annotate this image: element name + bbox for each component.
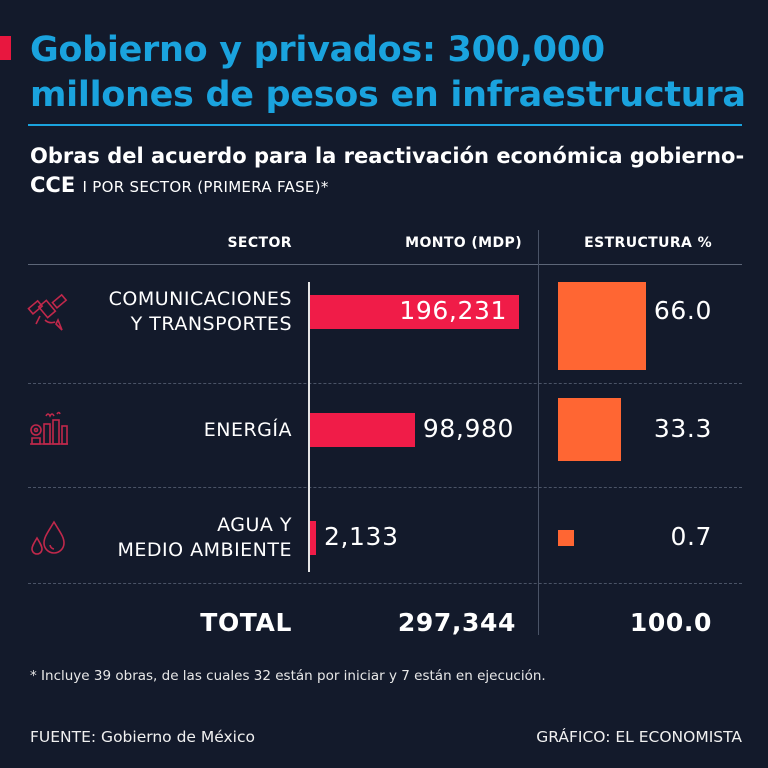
column-header-sector: SECTOR <box>227 235 292 251</box>
sector-label: COMUNICACIONES Y TRANSPORTES <box>109 287 292 337</box>
chart-subtitle: Obras del acuerdo para la reactivación e… <box>30 142 750 202</box>
sector-label-line: MEDIO AMBIENTE <box>117 539 292 561</box>
column-header-estructura: ESTRUCTURA % <box>584 235 712 251</box>
subtitle-main: Obras del acuerdo para la reactivación e… <box>30 144 745 197</box>
monto-value-label: 98,980 <box>422 414 514 443</box>
total-monto: 297,344 <box>397 608 516 637</box>
column-header-monto: MONTO (MDP) <box>405 235 522 251</box>
sector-label: ENERGÍA <box>204 418 292 443</box>
estructura-square <box>558 282 646 370</box>
monto-bar <box>309 521 316 555</box>
monto-value-label: 2,133 <box>324 522 399 551</box>
bar-axis <box>308 282 310 572</box>
sector-label-line: COMUNICACIONES <box>108 288 292 310</box>
sector-label-line: ENERGÍA <box>203 418 292 441</box>
total-estructura: 100.0 <box>629 608 712 637</box>
sector-label-line: AGUA Y <box>217 514 292 536</box>
sector-label: AGUA Y MEDIO AMBIENTE <box>118 513 292 563</box>
footnote: * Incluye 39 obras, de las cuales 32 est… <box>30 668 546 684</box>
estructura-value-label: 66.0 <box>653 296 712 325</box>
column-separator <box>538 230 539 635</box>
row-divider <box>28 487 742 488</box>
satellite-icon <box>26 290 70 334</box>
row-divider <box>28 583 742 584</box>
title-accent-bar <box>0 36 11 60</box>
monto-bar <box>309 295 519 329</box>
row-divider <box>28 383 742 384</box>
monto-value-label: 196,231 <box>399 296 507 325</box>
estructura-value-label: 33.3 <box>653 414 712 443</box>
monto-bar <box>309 413 415 447</box>
title-rule <box>28 124 742 126</box>
energy-plant-icon <box>26 408 70 452</box>
chart-title: Gobierno y privados: 300,000 millones de… <box>30 30 746 115</box>
header-rule <box>28 264 742 265</box>
estructura-square <box>558 398 621 461</box>
source-note: FUENTE: Gobierno de México <box>30 728 255 746</box>
graphic-credit: GRÁFICO: EL ECONOMISTA <box>536 728 742 746</box>
estructura-square <box>558 530 574 546</box>
subtitle-tag: I POR SECTOR (PRIMERA FASE)* <box>82 178 329 196</box>
water-drops-icon <box>26 516 70 560</box>
estructura-value-label: 0.7 <box>670 522 712 551</box>
sector-label-line: Y TRANSPORTES <box>130 313 292 335</box>
total-label: TOTAL <box>200 608 292 637</box>
